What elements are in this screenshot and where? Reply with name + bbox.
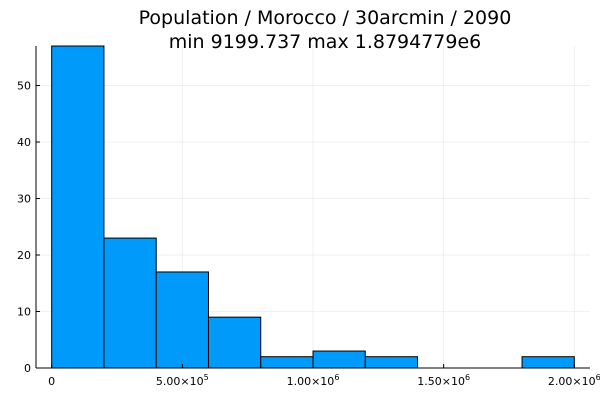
histogram-bar: [364, 356, 419, 369]
histogram-bar: [312, 350, 366, 369]
axes: [35, 46, 590, 369]
x-tick-label: 1.00×106: [287, 373, 340, 388]
x-tick-label: 2.00×106: [548, 373, 600, 388]
tick-labels: 0 10 20 30 40 50 0 5.00×105 1.00×106 1.50×106 2.00…: [17, 80, 600, 388]
chart-subtitle: min 9199.737 max 1.8794779e6: [169, 31, 482, 53]
histogram-bar: [103, 237, 157, 369]
y-tick-label: 30: [17, 193, 31, 206]
chart-title: Population / Morocco / 30arcmin / 2090: [139, 7, 512, 29]
histogram-bar: [260, 356, 314, 369]
histogram-bar: [207, 316, 262, 369]
y-tick-label: 50: [17, 80, 31, 93]
bars: [51, 45, 575, 369]
histogram-bar: [521, 356, 575, 369]
y-tick-label: 20: [17, 249, 31, 262]
x-tick-label: 1.50×106: [417, 373, 470, 388]
y-tick-label: 10: [17, 306, 31, 319]
y-tick-label: 40: [17, 136, 31, 149]
x-tick-label: 0: [48, 375, 55, 388]
x-tick-label: 5.00×105: [156, 373, 209, 388]
histogram-bar: [51, 45, 105, 369]
histogram-bar: [155, 271, 209, 369]
y-tick-label: 0: [24, 362, 31, 375]
